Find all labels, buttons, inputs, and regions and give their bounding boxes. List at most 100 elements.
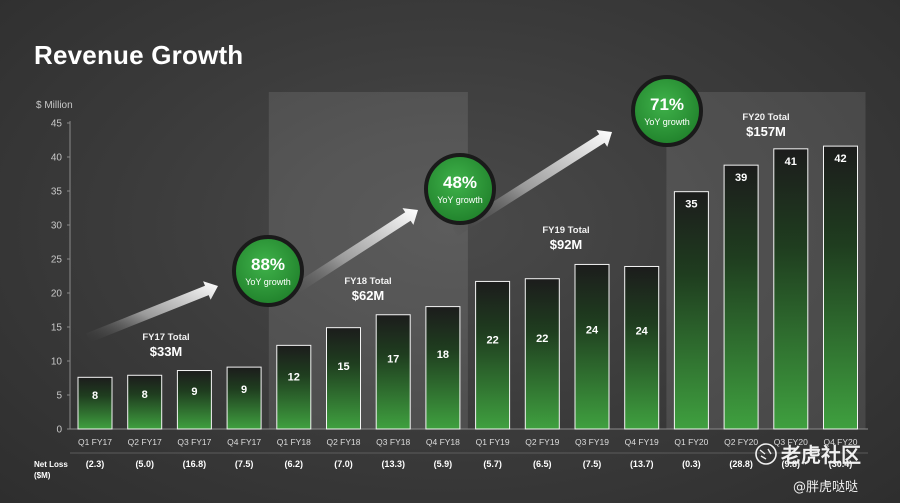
yoy-growth-badges: 88% YoY growth 48% YoY growth 71% YoY growth	[232, 75, 703, 307]
x-tick-label: Q4 FY17	[227, 437, 261, 447]
y-tick-label: 0	[56, 425, 62, 436]
bar	[673, 191, 709, 430]
x-tick-label: Q4 FY19	[625, 437, 659, 447]
yoy-badge	[631, 75, 703, 147]
watermark-brand: 老虎社区	[781, 443, 861, 467]
yoy-badge	[232, 235, 304, 307]
bar-value-label: 39	[735, 172, 747, 184]
page-title: Revenue Growth	[34, 40, 244, 70]
bar	[574, 263, 610, 430]
x-tick-label: Q1 FY18	[277, 437, 311, 447]
bar-value-label: 18	[437, 349, 449, 361]
y-tick-label: 10	[51, 357, 63, 368]
net-loss-value: (30.4)	[829, 459, 853, 469]
y-tick-label: 40	[51, 153, 63, 164]
bar	[77, 376, 113, 430]
y-tick-label: 45	[51, 119, 63, 130]
bar	[624, 265, 660, 430]
net-loss-value: (13.3)	[381, 459, 405, 469]
bar	[475, 280, 511, 430]
x-tick-label: Q2 FY19	[525, 437, 559, 447]
bar	[326, 327, 361, 430]
net-loss-value: (5.0)	[135, 459, 154, 469]
bar-value-label: 8	[92, 390, 98, 402]
y-tick-label: 35	[51, 187, 63, 198]
bar-value-label: 22	[536, 333, 548, 345]
net-loss-value: (16.8)	[183, 459, 207, 469]
bar-value-label: 12	[288, 371, 300, 383]
fy-total-value: $33M	[150, 344, 183, 359]
x-tick-label: Q4 FY18	[426, 437, 460, 447]
net-loss-value: (5.7)	[483, 459, 502, 469]
growth-arrow	[279, 208, 418, 303]
bar	[723, 164, 759, 430]
y-tick-label: 5	[56, 391, 62, 402]
bar-value-label: 41	[785, 156, 797, 168]
net-loss-value: (7.5)	[235, 459, 254, 469]
net-loss-value: (6.2)	[285, 459, 304, 469]
y-tick-label: 25	[51, 255, 63, 266]
bar-value-label: 9	[241, 384, 247, 396]
bar-value-label: 8	[142, 389, 148, 401]
net-loss-label: Net Loss	[34, 460, 68, 469]
fy-total-value: $157M	[746, 124, 786, 139]
fiscal-year-totals: FY17 Total$33M FY18 Total$62M FY19 Total$9…	[142, 112, 789, 359]
bar	[773, 148, 809, 430]
bars: 8 8 9 9 12 15 17 18 22 22 24 24 35 39 41 42	[77, 145, 858, 430]
net-loss-value: (2.3)	[86, 459, 105, 469]
y-tick-label: 20	[51, 289, 63, 300]
x-tick-label: Q1 FY20	[674, 437, 708, 447]
bar	[524, 278, 560, 430]
net-loss-value: (5.9)	[434, 459, 453, 469]
bar-value-label: 42	[834, 153, 846, 165]
x-axis-labels: Q1 FY17 Q2 FY17 Q3 FY17 Q4 FY17 Q1 FY18 Q2 FY…	[78, 437, 858, 447]
bar-value-label: 17	[387, 354, 399, 366]
bar	[127, 374, 163, 430]
bar	[375, 314, 411, 430]
x-tick-label: Q3 FY18	[376, 437, 410, 447]
fy-total-label: FY19 Total	[542, 225, 589, 236]
bar-value-label: 24	[586, 325, 599, 337]
x-tick-label: Q3 FY19	[575, 437, 609, 447]
net-loss-value: (13.7)	[630, 459, 654, 469]
x-tick-label: Q1 FY19	[476, 437, 510, 447]
tiger-logo-icon	[755, 443, 777, 465]
x-tick-label: Q2 FY20	[724, 437, 758, 447]
yoy-badge	[424, 153, 496, 225]
yoy-label: YoY growth	[245, 277, 291, 287]
growth-arrow	[452, 130, 612, 237]
net-loss-unit: ($M)	[34, 471, 51, 480]
bar	[176, 370, 212, 430]
bar	[425, 306, 461, 430]
yoy-value: 88%	[251, 255, 285, 274]
x-tick-label: Q1 FY17	[78, 437, 112, 447]
growth-arrows	[86, 130, 612, 343]
bar-value-label: 24	[636, 326, 649, 338]
growth-arrow	[86, 281, 218, 343]
net-loss-value: (7.5)	[583, 459, 602, 469]
yoy-value: 48%	[443, 173, 477, 192]
fy-total-value: $62M	[352, 288, 385, 303]
y-tick-label: 15	[51, 323, 63, 334]
net-loss-value: (9.8)	[782, 459, 801, 469]
x-tick-label: Q3 FY17	[177, 437, 211, 447]
yoy-label: YoY growth	[644, 117, 690, 127]
net-loss-row: Net Loss ($M) (2.3) (5.0) (16.8) (7.5) (6.2) (7…	[34, 452, 868, 480]
y-tick-label: 30	[51, 221, 63, 232]
y-axis-label: $ Million	[36, 100, 73, 111]
x-tick-label: Q4 FY20	[823, 437, 857, 447]
x-tick-label: Q2 FY17	[128, 437, 162, 447]
net-loss-value: (0.3)	[682, 459, 701, 469]
fy-total-label: FY20 Total	[742, 112, 789, 123]
fy-total-value: $92M	[550, 237, 583, 252]
fy-total-label: FY17 Total	[142, 332, 189, 343]
tiger-logo-stripes	[759, 448, 772, 460]
net-loss-value: (7.0)	[334, 459, 353, 469]
x-tick-label: Q2 FY18	[326, 437, 360, 447]
bar	[823, 145, 858, 430]
bar	[226, 366, 262, 430]
watermark: 老虎社区 @胖虎哒哒	[755, 443, 861, 495]
net-loss-value: (28.8)	[729, 459, 753, 469]
bar-value-label: 35	[685, 199, 697, 211]
